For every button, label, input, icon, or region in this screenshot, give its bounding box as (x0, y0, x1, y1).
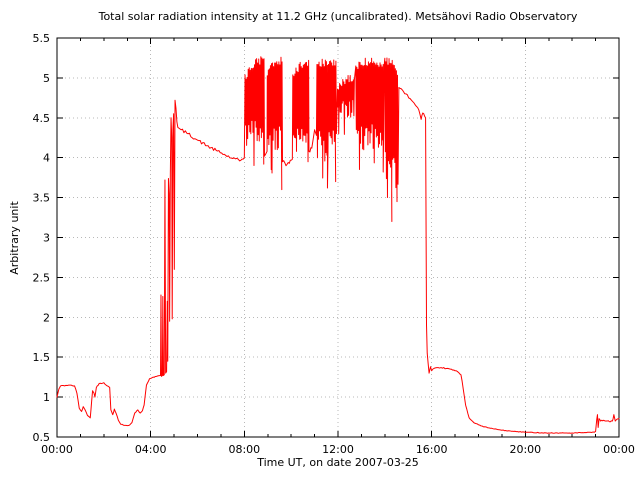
y-tick-label: 4.5 (33, 112, 51, 125)
y-tick-label: 1.5 (33, 351, 51, 364)
x-tick-label: 12:00 (322, 443, 354, 456)
x-tick-label: 16:00 (416, 443, 448, 456)
y-tick-label: 2.5 (33, 271, 51, 284)
x-tick-label: 20:00 (509, 443, 541, 456)
data-series-line (56, 56, 620, 434)
y-tick-label: 5.5 (33, 32, 51, 45)
y-tick-label: 3.5 (33, 192, 51, 205)
x-tick-label: 00:00 (41, 443, 73, 456)
y-tick-label: 0.5 (33, 431, 51, 444)
y-tick-label: 2 (43, 311, 50, 324)
y-axis-label: Arbitrary unit (8, 201, 21, 275)
x-tick-label: 08:00 (228, 443, 260, 456)
y-tick-label: 4 (43, 152, 50, 165)
y-tick-label: 3 (43, 232, 50, 245)
x-tick-label: 00:00 (603, 443, 635, 456)
tick-labels: 00:00 04:00 08:00 12:00 16:00 20:00 00:000.511… (33, 32, 635, 456)
plot-title: Total solar radiation intensity at 11.2 … (98, 10, 578, 23)
y-tick-label: 5 (43, 72, 50, 85)
x-axis-label: Time UT, on date 2007-03-25 (256, 456, 419, 469)
x-tick-label: 04:00 (135, 443, 167, 456)
y-tick-label: 1 (43, 391, 50, 404)
